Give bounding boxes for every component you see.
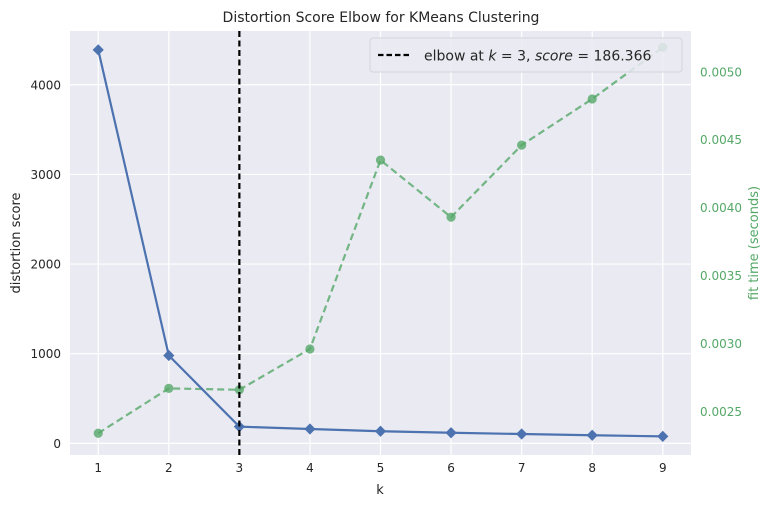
y2-tick-label: 0.0045 (700, 133, 742, 147)
y2-tick-label: 0.0050 (700, 65, 742, 79)
y-tick-label: 1000 (30, 347, 61, 361)
x-tick-label: 1 (94, 461, 102, 475)
fit-time-point (305, 344, 315, 354)
fit-time-point (375, 155, 386, 165)
distortion-point (304, 423, 316, 435)
fit-time-point (446, 212, 456, 222)
y-tick-label: 3000 (30, 168, 61, 182)
distortion-point (163, 349, 175, 362)
x-tick-label: 4 (306, 461, 314, 475)
legend-score-symbol: score (535, 49, 573, 65)
legend: elbow at k = 3, score = 186.366 (369, 37, 683, 73)
distortion-point (516, 428, 528, 440)
fit-time-point (587, 94, 597, 104)
x-tick-label: 7 (518, 461, 526, 475)
fit-time-point (517, 140, 527, 150)
legend-score-value: = 186.366 (573, 49, 652, 65)
distortion-point (586, 429, 598, 441)
chart-title: Distortion Score Elbow for KMeans Cluste… (223, 10, 540, 26)
fit-time-point (164, 383, 174, 394)
x-axis-label: k (376, 483, 384, 498)
x-tick-label: 3 (236, 461, 244, 475)
legend-prefix: elbow at (424, 49, 488, 65)
y2-tick-label: 0.0025 (700, 405, 742, 419)
y-tick-label: 4000 (30, 78, 61, 92)
distortion-point (92, 44, 104, 56)
distortion-point (233, 421, 245, 433)
distortion-point (445, 427, 457, 439)
x-tick-label: 5 (377, 461, 385, 475)
fit-time-point (93, 428, 103, 438)
y2-tick-label: 0.0040 (700, 201, 742, 215)
legend-k-value: = 3, (496, 49, 534, 65)
y-tick-label: 2000 (30, 258, 61, 272)
x-tick-label: 6 (447, 461, 455, 475)
x-tick-label: 8 (588, 461, 596, 475)
distortion-point (374, 425, 387, 437)
y-tick-label: 0 (53, 437, 61, 451)
y2-axis-label: fit time (seconds) (747, 186, 762, 300)
y2-tick-label: 0.0035 (700, 269, 742, 283)
legend-box (369, 37, 683, 73)
distortion-series (92, 44, 669, 442)
distortion-point (657, 430, 669, 442)
y-axis-ticks: 0 1000 2000 3000 4000 (30, 78, 61, 451)
fit-time-line (97, 46, 664, 435)
y-axis-label: distortion score (9, 193, 24, 294)
legend-elbow-label: elbow at k = 3, score = 186.366 (424, 49, 651, 65)
fit-time-series (93, 42, 668, 438)
x-axis-ticks: 1 2 3 4 5 6 7 8 9 (94, 461, 666, 475)
y2-axis-ticks: 0.0025 0.0030 0.0035 0.0040 0.0045 0.0050 (700, 65, 742, 419)
fit-time-point (234, 385, 244, 395)
y2-tick-label: 0.0030 (700, 337, 742, 351)
x-tick-label: 9 (659, 461, 667, 475)
legend-k-symbol: k (488, 49, 497, 65)
x-tick-label: 2 (165, 461, 173, 475)
